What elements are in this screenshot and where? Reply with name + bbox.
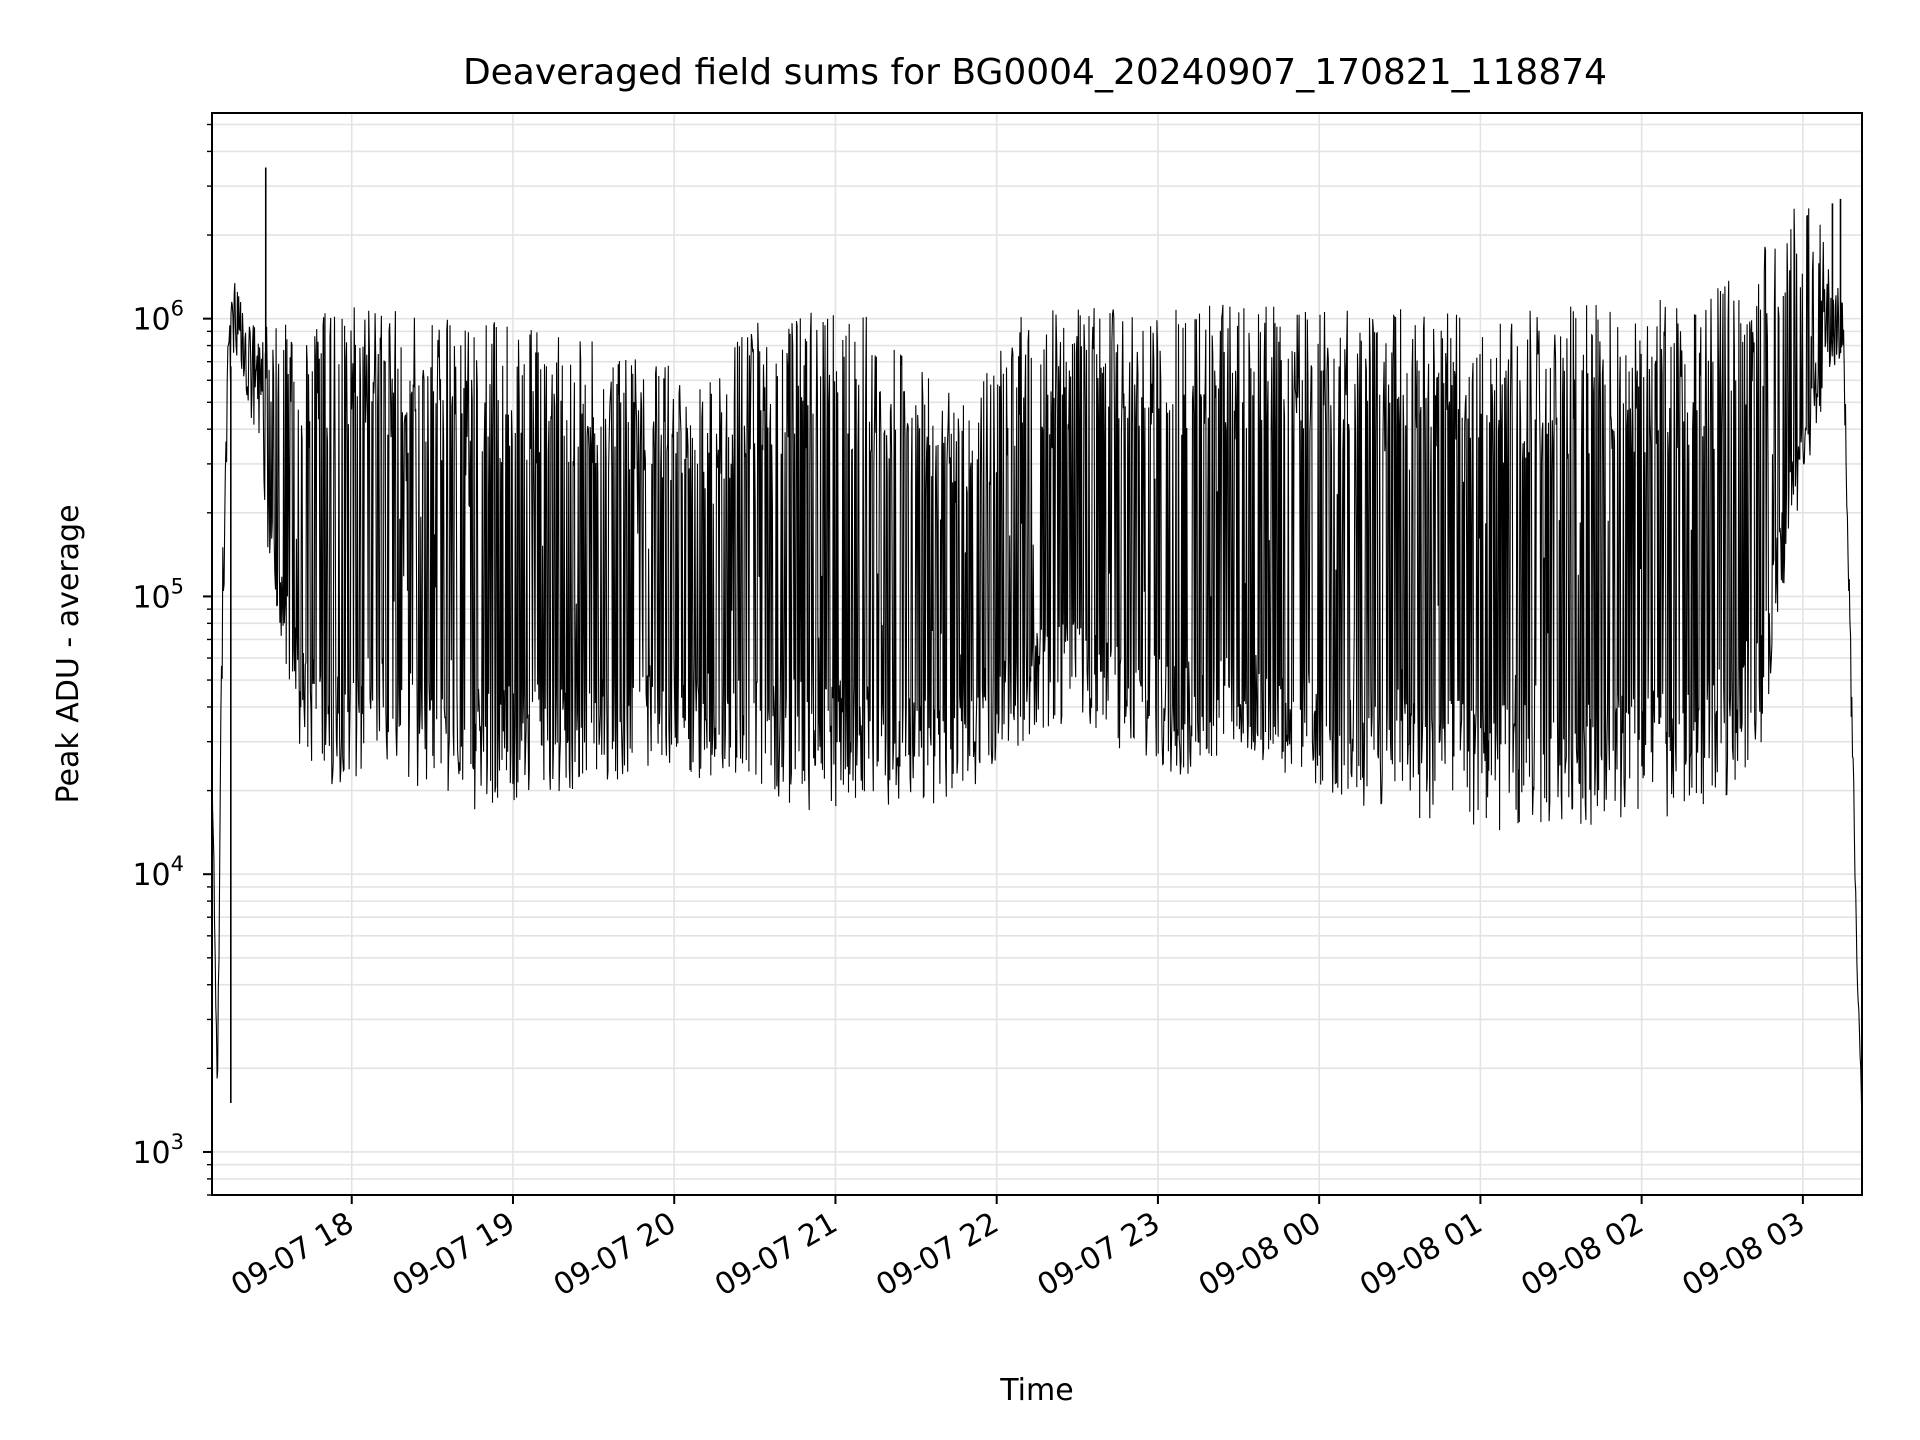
chart-title: Deaveraged field sums for BG0004_2024090… — [463, 52, 1607, 93]
series-line — [211, 208, 1863, 1130]
y-tick-label: 103 — [132, 1130, 184, 1171]
y-tick-label: 106 — [132, 297, 184, 338]
y-tick-label: 105 — [132, 574, 184, 615]
x-axis-label: Time — [999, 1373, 1073, 1408]
axes-frame — [211, 112, 1863, 1196]
y-tick-label: 104 — [132, 852, 184, 893]
y-axis: 103 104 105 106 — [132, 123, 212, 1196]
y-axis-label: Peak ADU - average — [51, 504, 86, 803]
